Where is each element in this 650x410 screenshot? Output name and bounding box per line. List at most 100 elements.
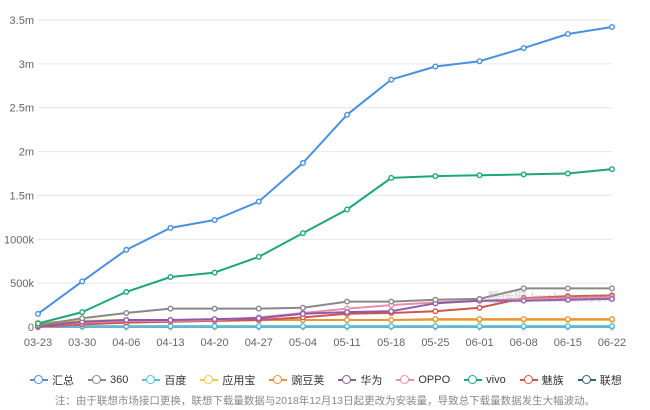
data-point[interactable] (299, 159, 306, 166)
data-point[interactable] (520, 316, 527, 323)
data-point[interactable] (476, 295, 483, 302)
data-point[interactable] (299, 230, 306, 237)
y-tick-label: 0 (28, 322, 34, 334)
data-point[interactable] (609, 295, 616, 302)
data-point[interactable] (255, 305, 262, 312)
data-point[interactable] (609, 285, 616, 292)
data-point[interactable] (388, 174, 395, 181)
legend-marker-icon (269, 375, 288, 385)
data-point[interactable] (211, 323, 218, 330)
data-point[interactable] (564, 285, 571, 292)
x-tick-label: 05-11 (333, 337, 360, 349)
data-point[interactable] (388, 308, 395, 315)
data-point[interactable] (255, 198, 262, 205)
legend-item[interactable]: 应用宝 (200, 372, 255, 388)
data-point[interactable] (123, 288, 130, 295)
data-point[interactable] (211, 316, 218, 323)
data-point[interactable] (299, 323, 306, 330)
data-point[interactable] (344, 316, 351, 323)
legend-label: vivo (486, 374, 506, 386)
data-point[interactable] (476, 172, 483, 179)
data-point[interactable] (123, 246, 130, 253)
legend-item[interactable]: 360 (88, 374, 128, 386)
data-point[interactable] (255, 315, 262, 322)
legend-item[interactable]: 联想 (577, 372, 622, 388)
data-point[interactable] (388, 298, 395, 305)
legend-item[interactable]: 汇总 (30, 372, 74, 388)
data-point[interactable] (344, 298, 351, 305)
data-point[interactable] (299, 310, 306, 317)
data-point[interactable] (432, 173, 439, 180)
legend-label: 汇总 (52, 375, 74, 387)
data-point[interactable] (609, 24, 616, 31)
legend-item[interactable]: 豌豆荚 (269, 372, 324, 388)
data-point[interactable] (344, 309, 351, 316)
grid-lines (38, 19, 612, 328)
legend-item[interactable]: 魅族 (519, 372, 564, 388)
data-point[interactable] (211, 305, 218, 312)
legend-label: 应用宝 (222, 375, 256, 387)
data-point[interactable] (388, 76, 395, 83)
x-tick-label: 04-20 (201, 337, 229, 349)
data-point[interactable] (476, 304, 483, 311)
data-point[interactable] (564, 170, 571, 177)
x-tick-label: 06-08 (510, 337, 538, 349)
data-point[interactable] (35, 320, 42, 327)
data-point[interactable] (432, 308, 439, 315)
x-tick-label: 03-23 (24, 337, 52, 349)
data-point[interactable] (564, 323, 571, 330)
x-axis: 03-23 03-30 04-06 04-13 04-20 04-27 05-04 05-11… (24, 327, 626, 349)
legend-item[interactable]: OPPO (396, 374, 450, 386)
data-point[interactable] (344, 111, 351, 118)
data-point[interactable] (432, 296, 439, 303)
series-line (37, 297, 613, 328)
data-point[interactable] (211, 216, 218, 223)
data-point[interactable] (476, 316, 483, 323)
data-point[interactable] (520, 45, 527, 52)
legend-item[interactable]: 百度 (142, 372, 186, 388)
data-point[interactable] (255, 253, 262, 260)
data-point[interactable] (79, 278, 86, 285)
data-point[interactable] (123, 309, 130, 316)
data-point[interactable] (79, 315, 86, 322)
series-line (37, 168, 613, 325)
legend-item[interactable]: vivo (464, 374, 506, 386)
data-point[interactable] (167, 224, 174, 231)
data-point[interactable] (609, 166, 616, 173)
x-tick-label: 04-13 (156, 337, 184, 349)
data-point[interactable] (123, 316, 130, 323)
data-point[interactable] (564, 316, 571, 323)
data-point[interactable] (211, 269, 218, 276)
data-point[interactable] (388, 323, 395, 330)
data-point[interactable] (520, 171, 527, 178)
series-lines (35, 24, 616, 331)
legend-item[interactable]: 华为 (338, 372, 382, 388)
data-point[interactable] (388, 316, 395, 323)
data-point[interactable] (564, 296, 571, 303)
data-point[interactable] (167, 274, 174, 281)
x-tick-label: 05-18 (377, 337, 405, 349)
data-point[interactable] (520, 297, 527, 304)
legend-label: 豌豆荚 (291, 375, 325, 387)
data-point[interactable] (167, 316, 174, 323)
series-汇总 (35, 24, 616, 317)
data-point[interactable] (476, 323, 483, 330)
data-point[interactable] (609, 316, 616, 323)
legend-marker-icon (142, 375, 161, 385)
data-point[interactable] (432, 323, 439, 330)
data-point[interactable] (79, 309, 86, 316)
data-point[interactable] (255, 323, 262, 330)
data-point[interactable] (476, 58, 483, 65)
data-point[interactable] (564, 31, 571, 38)
data-point[interactable] (520, 323, 527, 330)
data-point[interactable] (609, 323, 616, 330)
data-point[interactable] (35, 310, 42, 317)
data-point[interactable] (432, 316, 439, 323)
data-point[interactable] (344, 206, 351, 213)
data-point[interactable] (344, 323, 351, 330)
data-point[interactable] (520, 285, 527, 292)
data-point[interactable] (299, 304, 306, 311)
x-tick-label: 04-06 (112, 337, 140, 349)
data-point[interactable] (167, 305, 174, 312)
data-point[interactable] (432, 63, 439, 70)
